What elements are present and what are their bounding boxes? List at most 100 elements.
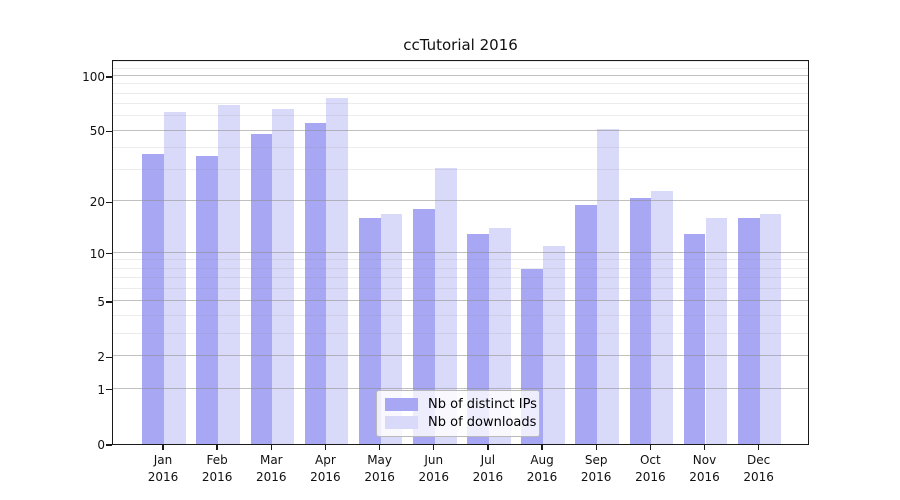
x-tick-label-month: Aug xyxy=(530,453,554,467)
y-tick-mark xyxy=(106,253,112,255)
x-tick-label: Mar 2016 xyxy=(239,452,303,486)
bar-downloads xyxy=(164,112,186,444)
bar-downloads xyxy=(218,105,240,444)
x-tick-mark xyxy=(378,445,381,450)
y-tick-mark xyxy=(106,444,112,446)
bar-downloads xyxy=(543,245,565,444)
bar-distinct-ips xyxy=(737,218,760,444)
bar-distinct-ips xyxy=(304,123,327,444)
x-tick-mark xyxy=(703,445,706,450)
legend: Nb of distinct IPs Nb of downloads xyxy=(376,390,540,437)
gridline-minor xyxy=(113,60,808,62)
gridline-minor xyxy=(113,146,808,148)
bar-downloads xyxy=(272,108,295,444)
x-tick-label: Jan 2016 xyxy=(131,452,195,486)
gridline-minor xyxy=(113,67,808,69)
x-tick-label: Dec 2016 xyxy=(727,452,791,486)
bar-distinct-ips xyxy=(196,156,219,444)
gridline-minor xyxy=(113,83,808,85)
x-tick-label: Oct 2016 xyxy=(618,452,682,486)
plot-area xyxy=(112,60,809,445)
x-tick-label-month: Jan xyxy=(153,453,173,467)
x-tick-mark xyxy=(595,445,597,450)
x-tick-label: Jul 2016 xyxy=(456,452,520,486)
x-tick-label-month: Nov xyxy=(692,453,717,467)
x-tick-mark xyxy=(433,445,435,450)
x-tick-label: Nov 2016 xyxy=(673,452,737,486)
bar-downloads xyxy=(651,190,674,444)
x-tick-label-year: 2016 xyxy=(635,470,666,484)
bar-distinct-ips xyxy=(683,233,706,444)
y-tick-label: 100 xyxy=(82,69,105,84)
gridline-major xyxy=(113,75,808,76)
gridline-minor xyxy=(113,169,808,171)
x-tick-mark xyxy=(270,445,272,450)
x-tick-mark xyxy=(649,445,652,450)
gridline-minor xyxy=(113,287,808,289)
bar-downloads xyxy=(380,213,403,444)
y-tick-label: 1 xyxy=(97,382,105,397)
x-tick-label-year: 2016 xyxy=(472,470,504,484)
legend-row-distinct-ips: Nb of distinct IPs xyxy=(385,397,537,412)
x-tick-label: Aug 2016 xyxy=(510,452,574,486)
x-tick-label-month: Jun xyxy=(424,453,444,467)
bar-distinct-ips xyxy=(358,218,381,444)
y-tick-mark xyxy=(106,301,112,303)
bar-distinct-ips xyxy=(412,209,435,444)
x-tick-label-year: 2016 xyxy=(201,470,233,484)
x-tick-label-month: Feb xyxy=(206,453,228,467)
x-tick-label-year: 2016 xyxy=(256,470,287,484)
x-tick-mark xyxy=(487,445,489,450)
x-tick-label-year: 2016 xyxy=(310,470,341,484)
x-tick-mark xyxy=(757,445,760,450)
gridline-minor xyxy=(113,92,808,94)
legend-row-downloads: Nb of downloads xyxy=(385,415,536,430)
x-tick-label-month: Jul xyxy=(480,453,496,467)
x-tick-label-year: 2016 xyxy=(526,470,558,484)
legend-label-distinct-ips: Nb of distinct IPs xyxy=(428,397,537,412)
bar-downloads xyxy=(705,218,728,444)
gridline-major xyxy=(113,300,808,302)
x-tick-label: May 2016 xyxy=(348,452,412,486)
x-tick-label-month: May xyxy=(367,453,392,467)
gridline-major xyxy=(113,200,808,202)
x-tick-label: Apr 2016 xyxy=(293,452,357,486)
gridline-minor xyxy=(113,115,808,117)
x-tick-mark xyxy=(216,445,218,450)
gridline-major xyxy=(113,251,808,253)
x-tick-mark xyxy=(324,445,327,450)
legend-swatch-downloads xyxy=(385,416,418,429)
x-tick-label-month: Dec xyxy=(747,453,771,467)
gridline-minor xyxy=(113,267,808,269)
bar-distinct-ips xyxy=(575,205,598,444)
bar-distinct-ips xyxy=(629,197,652,444)
bar-downloads xyxy=(326,97,349,444)
y-tick-label: 0 xyxy=(97,438,105,452)
y-tick-label: 20 xyxy=(89,195,105,210)
y-tick-mark xyxy=(106,356,112,359)
x-tick-label-month: Sep xyxy=(584,453,608,467)
bar-distinct-ips xyxy=(250,133,273,444)
x-tick-label: Jun 2016 xyxy=(402,452,466,486)
bar-downloads xyxy=(759,213,782,444)
legend-swatch-distinct-ips xyxy=(385,398,418,411)
x-tick-mark xyxy=(162,445,164,450)
x-tick-label-year: 2016 xyxy=(147,470,179,484)
x-tick-label-month: Oct xyxy=(639,453,661,467)
gridline-minor xyxy=(113,314,808,316)
x-tick-label: Sep 2016 xyxy=(564,452,628,486)
x-tick-label-year: 2016 xyxy=(418,470,450,484)
gridline-major xyxy=(113,387,808,389)
x-tick-label: Feb 2016 xyxy=(185,452,249,486)
gridline-minor xyxy=(113,277,808,279)
y-tick-label: 5 xyxy=(97,295,105,310)
gridline-major xyxy=(113,129,808,131)
chart-title: ccTutorial 2016 xyxy=(403,36,518,54)
bar-downloads xyxy=(597,128,619,444)
y-tick-label: 10 xyxy=(89,246,105,261)
bar-downloads xyxy=(434,167,457,444)
gridline-minor xyxy=(113,332,808,334)
x-tick-label-month: Apr xyxy=(315,453,336,467)
x-tick-label-year: 2016 xyxy=(364,470,395,484)
